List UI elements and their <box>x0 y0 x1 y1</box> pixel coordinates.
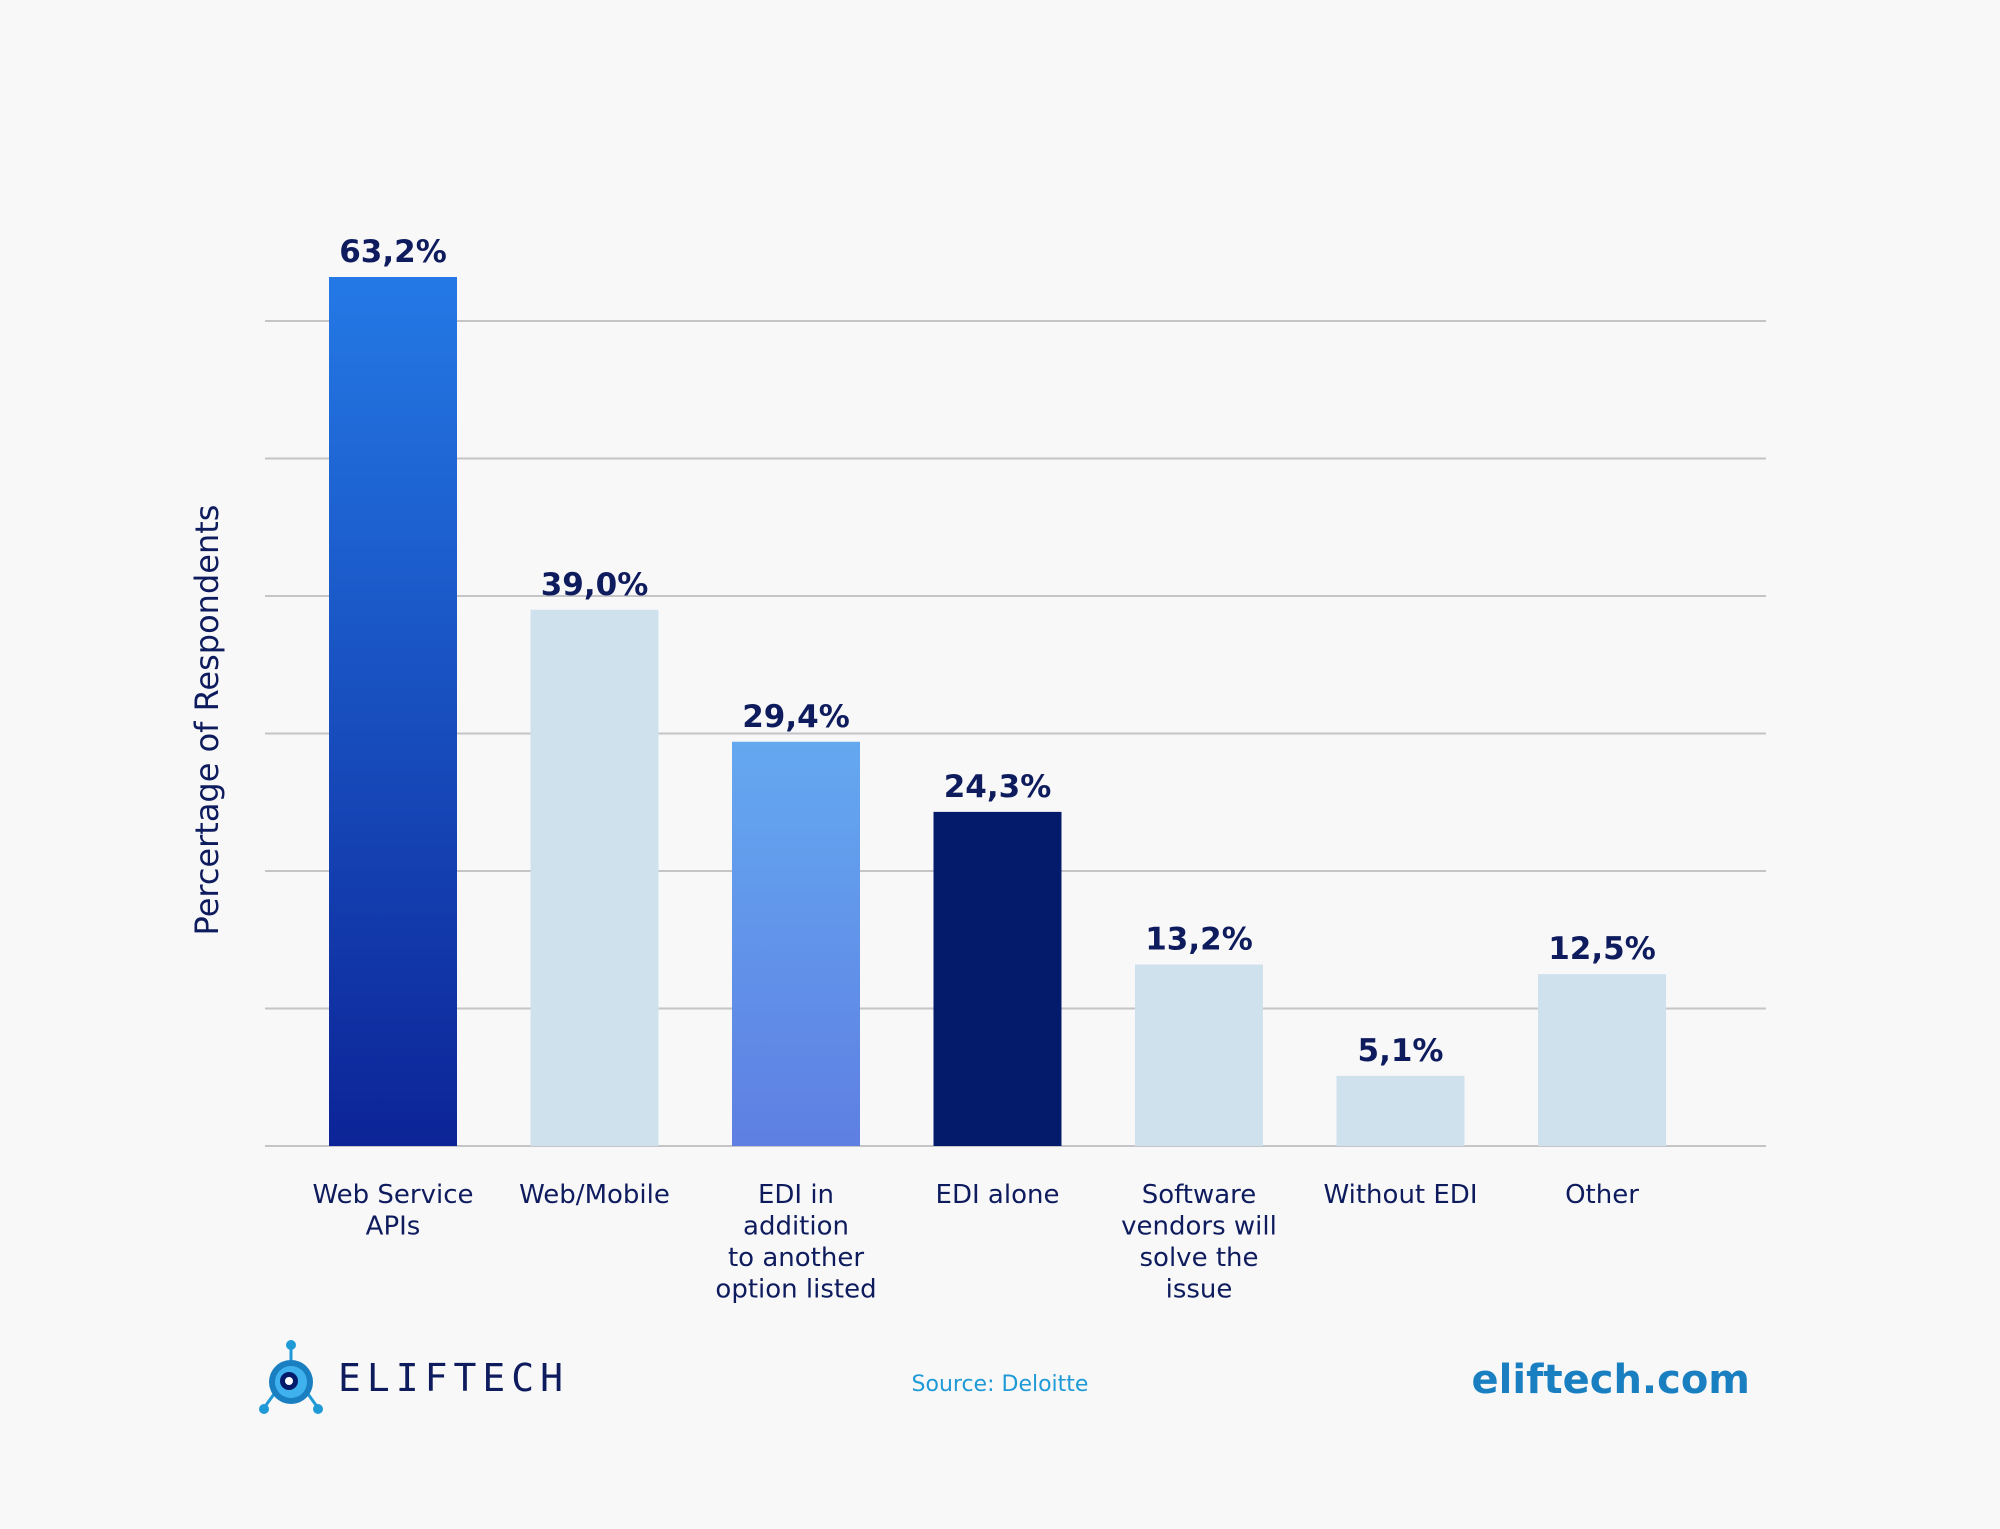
category-label-line: Web Service <box>312 1180 473 1210</box>
category-label-2: EDI in addition to another option listed <box>715 1180 876 1305</box>
site-link[interactable]: eliftech.com <box>1471 1357 1750 1403</box>
value-label-0: 63,2% <box>339 234 447 270</box>
category-label-5: Without EDI <box>1324 1180 1478 1210</box>
category-label-line: EDI alone <box>936 1180 1060 1210</box>
value-labels: 63,2% 39,0% 29,4% 24,3% 13,2% 5,1% 12,5% <box>339 234 1656 1069</box>
bar-4 <box>1135 964 1263 1146</box>
bar-6 <box>1538 974 1666 1146</box>
bar-0 <box>329 277 457 1146</box>
category-label-line: issue <box>1166 1275 1233 1305</box>
eliftech-logo: ELIFTECH <box>258 1338 569 1418</box>
category-label-3: EDI alone <box>936 1180 1060 1210</box>
value-label-6: 12,5% <box>1548 931 1656 967</box>
category-label-line: Software <box>1142 1180 1257 1210</box>
category-label-line: Web/Mobile <box>519 1180 670 1210</box>
category-label-line: addition <box>743 1212 849 1242</box>
category-label-line: Without EDI <box>1324 1180 1478 1210</box>
logo-text: ELIFTECH <box>338 1356 570 1400</box>
bar-5 <box>1336 1075 1465 1146</box>
bar-2 <box>732 741 860 1146</box>
value-label-2: 29,4% <box>742 699 850 735</box>
bar-1 <box>530 609 659 1146</box>
category-label-line: vendors will <box>1121 1212 1277 1242</box>
source-note: Source: Deloitte <box>911 1372 1089 1397</box>
category-label-line: option listed <box>715 1275 876 1305</box>
category-label-line: solve the <box>1140 1243 1259 1273</box>
category-label-1: Web/Mobile <box>519 1180 670 1210</box>
category-label-4: Software vendors will solve the issue <box>1121 1180 1277 1305</box>
category-label-6: Other <box>1565 1180 1639 1210</box>
bars <box>329 277 1666 1146</box>
value-label-4: 13,2% <box>1145 922 1253 958</box>
y-axis-title: Percertage of Respondents <box>188 505 226 936</box>
value-label-1: 39,0% <box>541 567 649 603</box>
value-label-5: 5,1% <box>1358 1033 1444 1069</box>
eliftech-logo-icon <box>259 1340 323 1414</box>
category-label-line: Other <box>1565 1180 1639 1210</box>
category-label-line: APIs <box>366 1212 421 1242</box>
category-label-0: Web Service APIs <box>312 1180 473 1242</box>
category-labels: Web Service APIs Web/Mobile EDI in addition t… <box>312 1180 1639 1305</box>
bar-3 <box>933 811 1062 1146</box>
category-label-line: to another <box>728 1243 864 1273</box>
value-label-3: 24,3% <box>944 769 1052 805</box>
category-label-line: EDI in <box>758 1180 834 1210</box>
